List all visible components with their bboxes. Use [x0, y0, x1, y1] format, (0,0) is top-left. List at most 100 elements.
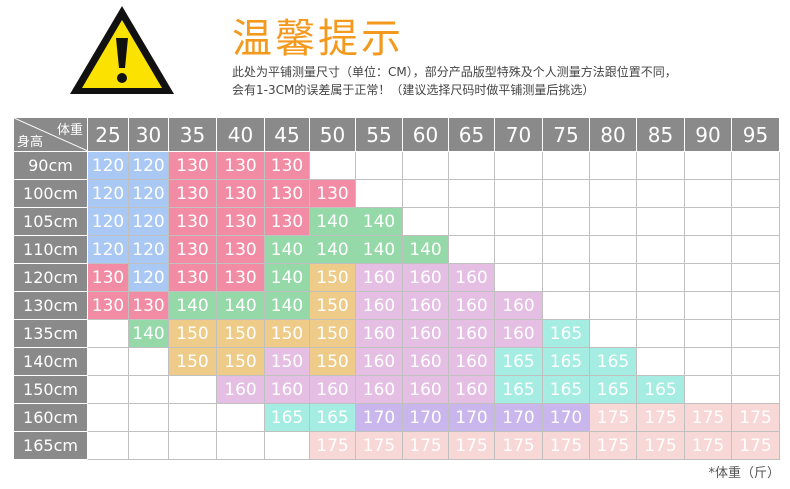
size-cell	[87, 347, 129, 376]
size-cell	[731, 291, 780, 320]
size-cell: 120	[128, 179, 169, 208]
weight-header: 50	[309, 117, 356, 152]
size-cell	[731, 263, 780, 292]
size-cell	[87, 375, 129, 404]
height-header: 110cm	[13, 235, 88, 264]
table-row: 105cm 120 120 130 130 130 140 140	[13, 207, 780, 236]
table-row: 150cm 160 160 160 160 160 160 165 165 165 165	[13, 375, 780, 404]
size-cell	[636, 151, 685, 180]
size-cell	[264, 431, 310, 460]
size-cell	[636, 235, 685, 264]
size-cell	[168, 375, 217, 404]
size-cell	[731, 151, 780, 180]
height-header: 100cm	[13, 179, 88, 208]
size-cell: 130	[216, 235, 265, 264]
size-cell	[731, 375, 780, 404]
weight-header: 45	[264, 117, 310, 152]
size-cell: 175	[309, 431, 356, 460]
size-cell: 150	[309, 263, 356, 292]
size-cell	[589, 235, 637, 264]
size-cell: 130	[216, 207, 265, 236]
weight-label: 体重	[56, 123, 83, 138]
size-cell: 175	[684, 431, 732, 460]
size-cell: 175	[589, 431, 637, 460]
weight-header-row: 体重 身高 25 30 35 40 45 50 55 60 65 70 75 80 85 90 95	[13, 117, 780, 152]
size-cell: 130	[264, 151, 310, 180]
weight-header: 75	[542, 117, 590, 152]
height-header: 120cm	[13, 263, 88, 292]
size-cell: 160	[264, 375, 310, 404]
weight-header: 70	[494, 117, 543, 152]
size-cell: 175	[589, 403, 637, 432]
size-cell: 150	[309, 319, 356, 348]
size-cell: 130	[168, 263, 217, 292]
size-cell: 140	[264, 263, 310, 292]
size-cell: 150	[309, 347, 356, 376]
size-cell	[542, 179, 590, 208]
size-cell	[168, 431, 217, 460]
size-cell: 140	[128, 319, 169, 348]
size-cell	[636, 347, 685, 376]
size-cell: 120	[128, 235, 169, 264]
table-row: 140cm 150 150 150 150 160 160 160 165 165 165	[13, 347, 780, 376]
size-cell: 120	[128, 151, 169, 180]
weight-header: 25	[87, 117, 129, 152]
height-label: 身高	[17, 135, 44, 150]
size-cell	[636, 291, 685, 320]
size-cell	[355, 151, 403, 180]
size-cell	[448, 151, 495, 180]
size-cell	[168, 403, 217, 432]
size-chart-table: 体重 身高 25 30 35 40 45 50 55 60 65 70 75 80 85 90 95 90c…	[13, 117, 780, 460]
size-cell: 120	[87, 179, 129, 208]
size-cell: 175	[636, 431, 685, 460]
size-cell: 175	[636, 403, 685, 432]
size-cell: 120	[128, 207, 169, 236]
size-cell	[731, 319, 780, 348]
size-cell	[216, 403, 265, 432]
height-header: 105cm	[13, 207, 88, 236]
size-cell	[87, 403, 129, 432]
size-cell	[731, 207, 780, 236]
size-cell: 160	[216, 375, 265, 404]
size-cell: 165	[309, 403, 356, 432]
size-cell	[684, 151, 732, 180]
size-cell: 140	[355, 207, 403, 236]
size-cell: 140	[216, 291, 265, 320]
size-cell	[494, 263, 543, 292]
weight-header: 80	[589, 117, 637, 152]
weight-header: 40	[216, 117, 265, 152]
size-cell	[87, 319, 129, 348]
size-cell	[589, 179, 637, 208]
size-cell: 175	[684, 403, 732, 432]
size-cell: 130	[216, 179, 265, 208]
size-cell	[216, 431, 265, 460]
note-line-1: 此处为平铺测量尺寸（单位：CM），部分产品版型特殊及个人测量方法跟位置不同，	[232, 65, 677, 79]
size-cell	[494, 151, 543, 180]
size-cell: 160	[355, 291, 403, 320]
size-cell	[542, 207, 590, 236]
size-cell	[731, 347, 780, 376]
size-cell	[636, 319, 685, 348]
size-cell: 130	[87, 263, 129, 292]
size-cell	[494, 235, 543, 264]
size-cell: 160	[355, 319, 403, 348]
size-cell: 150	[309, 291, 356, 320]
size-cell	[128, 403, 169, 432]
size-cell: 160	[448, 291, 495, 320]
size-cell: 160	[448, 347, 495, 376]
size-cell: 160	[494, 319, 543, 348]
size-cell: 175	[494, 431, 543, 460]
size-cell: 165	[589, 347, 637, 376]
table-row: 90cm 120 120 130 130 130	[13, 151, 780, 180]
size-cell: 140	[264, 235, 310, 264]
size-cell	[731, 179, 780, 208]
height-header: 135cm	[13, 319, 88, 348]
size-cell: 170	[355, 403, 403, 432]
size-cell	[589, 207, 637, 236]
size-cell: 165	[542, 375, 590, 404]
size-cell: 160	[448, 263, 495, 292]
size-cell: 160	[402, 263, 449, 292]
size-cell: 130	[264, 179, 310, 208]
size-cell: 160	[402, 291, 449, 320]
size-cell: 160	[494, 291, 543, 320]
